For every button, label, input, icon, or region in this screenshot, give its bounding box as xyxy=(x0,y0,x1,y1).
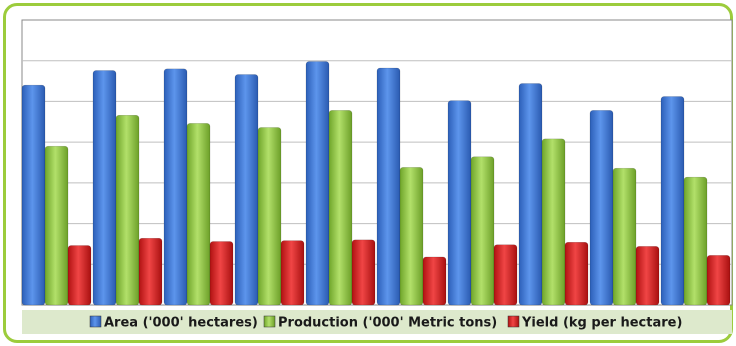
bar-series-1-item-9 xyxy=(589,110,614,306)
bar-series-3-item-1 xyxy=(67,245,92,306)
bar-series-2-item-7 xyxy=(470,156,495,306)
legend-label-1: Area ('000' hectares) xyxy=(104,316,258,331)
bars xyxy=(21,61,731,306)
bar-series-2-item-3 xyxy=(186,123,211,306)
bar-series-3-item-4 xyxy=(280,240,305,306)
bar-series-2-item-9 xyxy=(612,167,637,306)
bar-series-1-item-5 xyxy=(305,61,330,306)
bar-series-3-item-6 xyxy=(422,256,447,306)
bar-series-3-item-9 xyxy=(635,246,660,306)
bar-series-2-item-10 xyxy=(683,176,708,306)
bar-series-1-item-6 xyxy=(376,67,401,306)
legend-swatch-1 xyxy=(89,315,102,328)
bar-series-2-item-6 xyxy=(399,167,424,306)
legend: Area ('000' hectares) Production ('000' M… xyxy=(89,315,682,331)
bar-series-2-item-5 xyxy=(328,110,353,306)
bar-series-2-item-2 xyxy=(115,115,140,306)
legend-swatch-2 xyxy=(263,315,276,328)
legend-label-2: Production ('000' Metric tons) xyxy=(278,316,497,331)
bar-series-1-item-2 xyxy=(92,70,117,306)
bar-series-1-item-10 xyxy=(660,96,685,306)
bar-series-2-item-4 xyxy=(257,127,282,306)
bar-series-3-item-10 xyxy=(706,255,731,306)
bar-series-1-item-8 xyxy=(518,83,543,306)
bar-series-3-item-7 xyxy=(493,244,518,306)
bar-series-2-item-1 xyxy=(44,145,69,306)
bar-series-2-item-8 xyxy=(541,138,566,306)
bar-series-3-item-2 xyxy=(138,237,163,306)
bar-series-3-item-3 xyxy=(209,241,234,306)
bar-series-1-item-7 xyxy=(447,100,472,306)
bar-series-3-item-5 xyxy=(351,239,376,306)
bar-series-1-item-3 xyxy=(163,68,188,306)
legend-swatch-3 xyxy=(507,315,520,328)
legend-label-3: Yield (kg per hectare) xyxy=(521,316,682,331)
bar-series-1-item-1 xyxy=(21,84,46,306)
bar-series-1-item-4 xyxy=(234,74,259,306)
legend-background xyxy=(22,310,732,334)
bar-series-3-item-8 xyxy=(564,242,589,306)
